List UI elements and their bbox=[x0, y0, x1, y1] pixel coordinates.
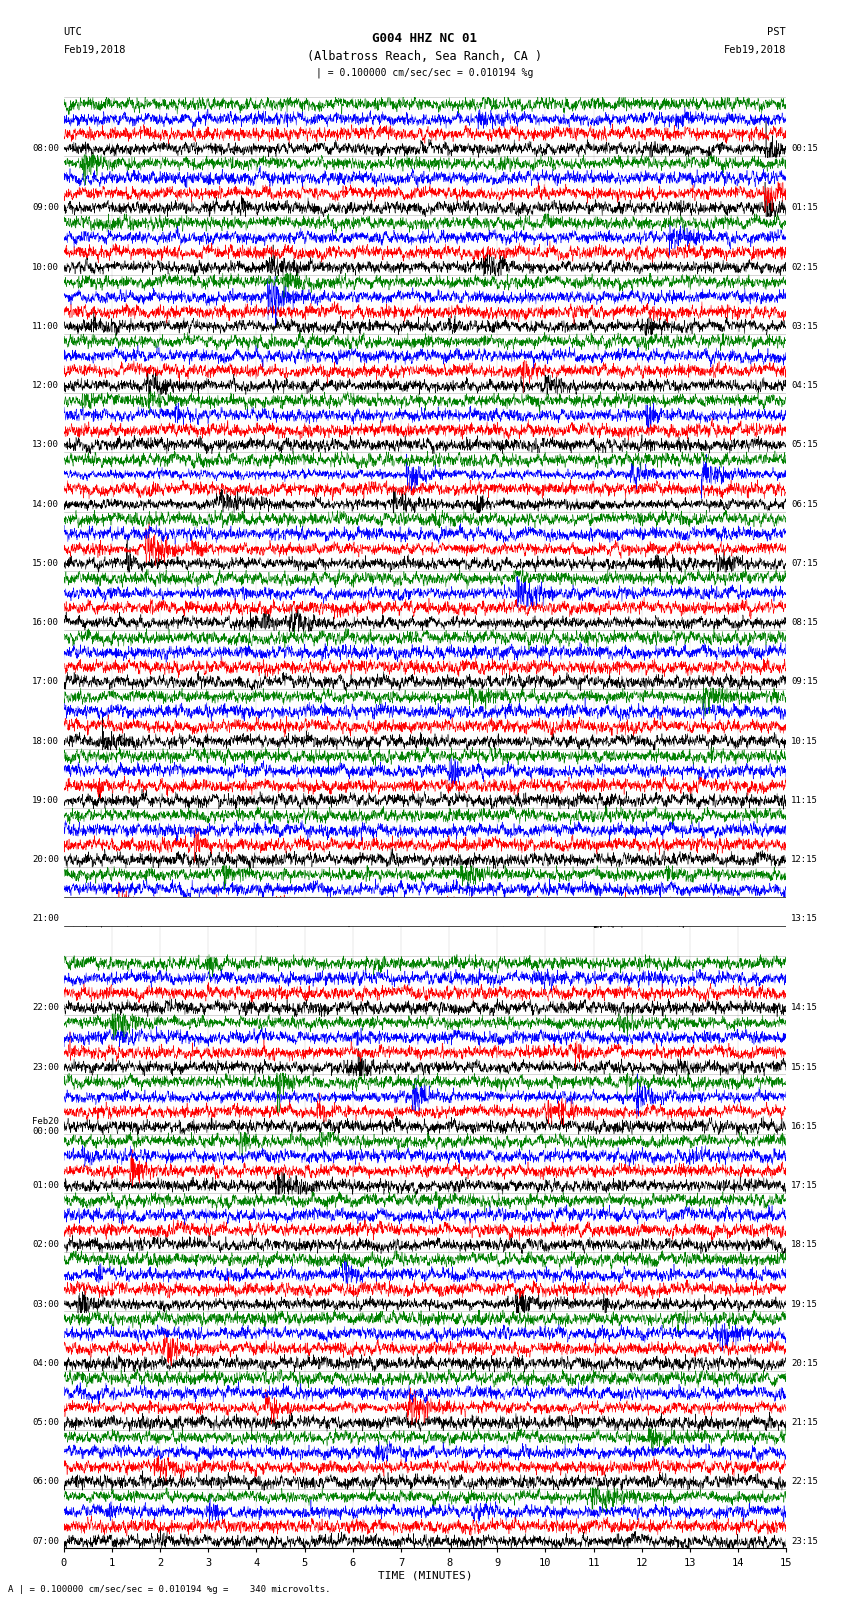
Text: A | = 0.100000 cm/sec/sec = 0.010194 %g =    340 microvolts.: A | = 0.100000 cm/sec/sec = 0.010194 %g … bbox=[8, 1584, 331, 1594]
Text: | = 0.100000 cm/sec/sec = 0.010194 %g: | = 0.100000 cm/sec/sec = 0.010194 %g bbox=[316, 68, 534, 79]
Text: Feb19,2018: Feb19,2018 bbox=[723, 45, 786, 55]
X-axis label: TIME (MINUTES): TIME (MINUTES) bbox=[377, 1571, 473, 1581]
Text: UTC: UTC bbox=[64, 27, 82, 37]
Text: PST: PST bbox=[768, 27, 786, 37]
Text: (Albatross Reach, Sea Ranch, CA ): (Albatross Reach, Sea Ranch, CA ) bbox=[308, 50, 542, 63]
Text: Feb19,2018: Feb19,2018 bbox=[64, 45, 127, 55]
Bar bbox=[64, 897, 786, 926]
Text: G004 HHZ NC 01: G004 HHZ NC 01 bbox=[372, 32, 478, 45]
